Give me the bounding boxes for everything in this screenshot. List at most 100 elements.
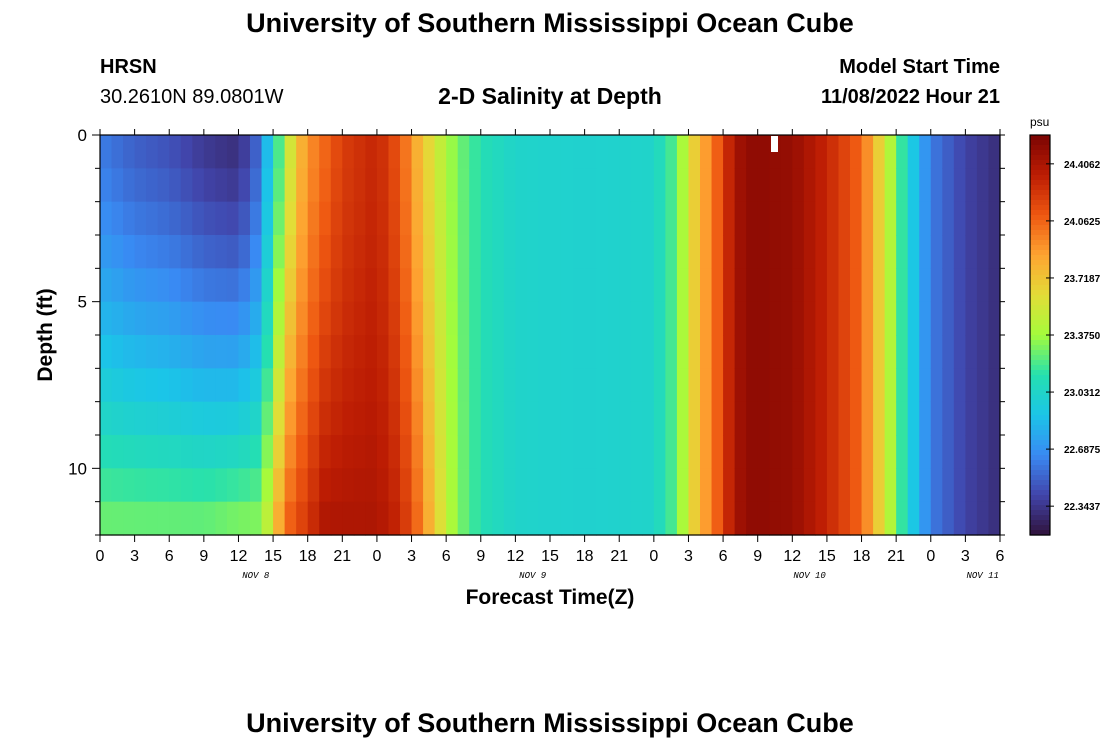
heatmap-cell xyxy=(238,201,251,236)
colorbar-swatch xyxy=(1030,185,1050,191)
heatmap-cell xyxy=(607,135,620,169)
heatmap-cell xyxy=(469,235,482,269)
heatmap-cell xyxy=(907,468,920,503)
heatmap-cell xyxy=(319,235,332,269)
heatmap-cell xyxy=(307,401,320,436)
heatmap-cell xyxy=(803,335,816,369)
colorbar-swatch xyxy=(1030,530,1050,536)
heatmap-cell xyxy=(469,468,482,503)
heatmap-cell xyxy=(423,301,436,336)
heatmap-cell xyxy=(700,201,713,236)
heatmap-cell xyxy=(134,401,147,436)
heatmap-cell xyxy=(284,268,297,303)
x-tick-label: 21 xyxy=(610,548,628,565)
heatmap-cell xyxy=(930,401,943,436)
heatmap-cell xyxy=(261,135,274,169)
heatmap-cell xyxy=(261,168,274,203)
heatmap-cell xyxy=(515,501,528,536)
heatmap-cell xyxy=(123,301,136,336)
heatmap-cell xyxy=(976,401,990,436)
heatmap-cell xyxy=(965,468,978,503)
heatmap-cell xyxy=(388,301,401,336)
heatmap-cell xyxy=(100,368,113,403)
heatmap-cell xyxy=(550,201,563,236)
colorbar-swatch xyxy=(1030,335,1050,341)
colorbar-swatch xyxy=(1030,435,1050,441)
heatmap-cell xyxy=(642,235,655,269)
colorbar-tick-label: 22.6875 xyxy=(1064,445,1100,456)
heatmap-cell xyxy=(146,168,159,203)
heatmap-cell xyxy=(100,268,113,303)
heatmap-cell xyxy=(434,468,447,503)
heatmap-cell xyxy=(561,168,574,203)
heatmap-cell xyxy=(653,135,666,169)
heatmap-cell xyxy=(919,301,932,336)
colorbar-swatch xyxy=(1030,520,1050,526)
heatmap-cell xyxy=(573,401,586,436)
heatmap-cell xyxy=(250,201,263,236)
heatmap-cell xyxy=(388,468,401,503)
heatmap-cell xyxy=(400,268,413,303)
heatmap-cell xyxy=(457,501,470,536)
colorbar-swatch xyxy=(1030,395,1050,401)
heatmap-cell xyxy=(723,301,736,336)
colorbar-swatch xyxy=(1030,440,1050,446)
heatmap-cell xyxy=(215,168,228,203)
heatmap-cell xyxy=(561,201,574,236)
heatmap-cell xyxy=(630,268,643,303)
heatmap-cell xyxy=(157,435,170,469)
heatmap-cell xyxy=(884,501,897,536)
heatmap-cell xyxy=(803,368,816,403)
x-tick-label: 0 xyxy=(926,548,935,565)
heatmap-cell xyxy=(746,268,759,303)
heatmap-cell xyxy=(746,501,759,536)
heatmap-cell xyxy=(700,268,713,303)
colorbar-swatch xyxy=(1030,150,1050,156)
heatmap-cell xyxy=(907,435,920,469)
heatmap-cell xyxy=(711,468,724,503)
heatmap-cell xyxy=(515,401,528,436)
x-tick-label: 6 xyxy=(996,548,1005,565)
heatmap-cell xyxy=(596,268,609,303)
heatmap-cell xyxy=(930,135,943,169)
heatmap-cell xyxy=(803,235,816,269)
heatmap-cell xyxy=(215,301,228,336)
heatmap-cell xyxy=(411,201,424,236)
heatmap-cell xyxy=(457,335,470,369)
heatmap-cell xyxy=(388,368,401,403)
heatmap-cell xyxy=(584,435,597,469)
heatmap-cell xyxy=(850,435,863,469)
heatmap-cell xyxy=(826,168,840,203)
heatmap-cell xyxy=(203,301,216,336)
heatmap-cell xyxy=(873,168,886,203)
heatmap-cell xyxy=(503,335,516,369)
x-tick-label: 15 xyxy=(264,548,282,565)
heatmap-cell xyxy=(826,435,840,469)
colorbar-swatch xyxy=(1030,220,1050,226)
heatmap-cell xyxy=(457,301,470,336)
heatmap-cell xyxy=(342,235,355,269)
heatmap-cell xyxy=(942,501,955,536)
heatmap-cell xyxy=(884,335,897,369)
heatmap-cell xyxy=(584,401,597,436)
heatmap-cell xyxy=(215,401,228,436)
heatmap-cell xyxy=(319,368,332,403)
heatmap-cell xyxy=(238,468,251,503)
heatmap-cell xyxy=(815,401,828,436)
heatmap-cell xyxy=(203,168,216,203)
heatmap-cell xyxy=(423,335,436,369)
colorbar-swatch xyxy=(1030,180,1050,186)
heatmap-cell xyxy=(123,401,136,436)
heatmap-cell xyxy=(226,468,240,503)
heatmap-cell xyxy=(907,168,920,203)
heatmap-cell xyxy=(480,301,493,336)
heatmap-cell xyxy=(526,435,540,469)
heatmap-cell xyxy=(746,168,759,203)
heatmap-cell xyxy=(492,235,505,269)
heatmap-cell xyxy=(157,368,170,403)
heatmap-cell xyxy=(619,168,632,203)
heatmap-cell xyxy=(861,301,874,336)
heatmap-cell xyxy=(503,268,516,303)
heatmap-cell xyxy=(538,468,551,503)
colorbar-swatch xyxy=(1030,295,1050,301)
